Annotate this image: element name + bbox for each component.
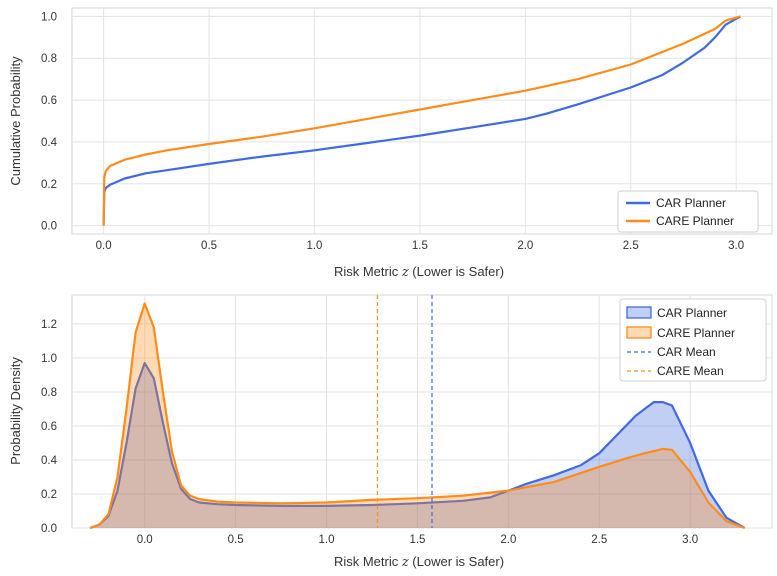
density-legend-label-care: CARE Planner	[657, 326, 735, 340]
density-line-care-planner	[89, 302, 746, 530]
density-legend: CAR Planner CARE Planner CAR Mean CARE M…	[619, 298, 767, 382]
cdf-x-tick-label: 2.0	[517, 240, 533, 252]
density-chart: 0.0 0.5 1.0 1.5 2.0 2.5 3.0 0.0 0.2 0.4 0.6 0.8 1.0…	[8, 294, 773, 570]
density-y-tick-label: 0.0	[41, 523, 57, 535]
cdf-x-tick-labels: 0.0 0.5 1.0 1.5 2.0 2.5 3.0	[96, 240, 745, 252]
density-legend-swatch-car	[626, 306, 652, 319]
cdf-line-car-planner	[102, 15, 741, 226]
cdf-y-tick-labels: 0.0 0.2 0.4 0.6 0.8 1.0	[41, 11, 58, 232]
cdf-y-tick-label: 0.2	[41, 179, 57, 191]
cdf-y-tick-label: 0.6	[41, 95, 57, 107]
cdf-legend-box	[617, 190, 759, 233]
cdf-y-tick-label: 0.4	[41, 137, 58, 149]
density-y-tick-label: 1.2	[41, 319, 57, 331]
density-x-tick-label: 1.0	[319, 534, 335, 546]
density-x-tick-label: 0.5	[228, 534, 244, 546]
density-legend-swatch-care	[626, 326, 652, 339]
density-legend-label-care-mean: CARE Mean	[657, 364, 724, 378]
density-legend-box	[619, 298, 767, 382]
cdf-chart: 0.0 0.5 1.0 1.5 2.0 2.5 3.0 0.0 0.2 0.4 0.6 0.8 1.0…	[8, 7, 773, 280]
density-y-tick-label: 0.4	[41, 455, 58, 467]
density-series	[89, 302, 746, 530]
cdf-y-tick-label: 0.0	[41, 221, 57, 233]
cdf-x-axis-label: Risk Metric z (Lower is Safer)	[334, 264, 504, 280]
cdf-x-tick-label: 0.0	[96, 240, 112, 252]
cdf-y-tick-label: 0.8	[41, 53, 57, 65]
cdf-x-tick-label: 0.5	[201, 240, 217, 252]
cdf-legend: CAR Planner CARE Planner	[617, 190, 759, 233]
cdf-legend-label-care: CARE Planner	[656, 214, 734, 228]
density-y-tick-label: 0.8	[41, 387, 57, 399]
cdf-x-tick-label: 1.0	[306, 240, 322, 252]
cdf-legend-label-car: CAR Planner	[656, 196, 726, 210]
density-x-axis-label: Risk Metric z (Lower is Safer)	[334, 554, 504, 570]
density-x-tick-label: 1.5	[409, 534, 425, 546]
density-x-tick-label: 2.5	[591, 534, 607, 546]
density-mean-lines	[376, 295, 433, 528]
density-area-car-planner	[90, 363, 745, 528]
density-x-tick-labels: 0.0 0.5 1.0 1.5 2.0 2.5 3.0	[137, 534, 698, 546]
density-area-care-planner	[90, 303, 745, 528]
density-y-axis-label: Probability Density	[8, 357, 23, 465]
density-grid	[72, 295, 772, 529]
cdf-y-axis-label: Cumulative Probability	[8, 56, 23, 186]
density-y-tick-label: 0.2	[41, 489, 57, 501]
cdf-series	[102, 15, 741, 226]
density-line-car-planner	[89, 361, 746, 530]
cdf-y-tick-label: 1.0	[41, 11, 57, 23]
density-y-tick-label: 1.0	[41, 353, 57, 365]
cdf-x-tick-label: 1.5	[412, 240, 428, 252]
density-x-tick-label: 0.0	[137, 534, 153, 546]
density-legend-label-car-mean: CAR Mean	[657, 345, 716, 359]
density-y-tick-label: 0.6	[41, 421, 57, 433]
cdf-x-tick-label: 3.0	[728, 240, 744, 252]
density-y-tick-labels: 0.0 0.2 0.4 0.6 0.8 1.0 1.2	[41, 319, 58, 535]
cdf-x-tick-label: 2.5	[623, 240, 639, 252]
density-x-tick-label: 2.0	[500, 534, 516, 546]
cdf-line-care-planner	[102, 15, 741, 226]
density-x-tick-label: 3.0	[682, 534, 698, 546]
density-legend-label-car: CAR Planner	[657, 306, 727, 320]
